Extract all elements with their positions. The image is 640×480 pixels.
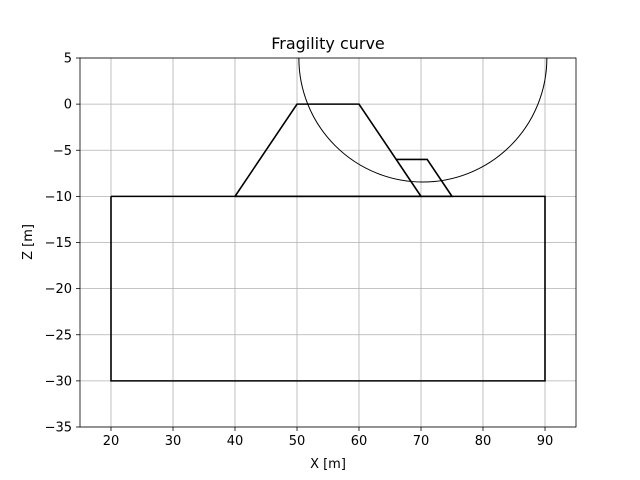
y-tick-label: −15 [45, 236, 72, 251]
berm-line [396, 158, 454, 198]
y-tick-label: −10 [45, 190, 72, 205]
y-axis-label: Z [m] [21, 224, 36, 260]
x-tick-label: 80 [475, 434, 492, 449]
chart-title: Fragility curve [271, 34, 385, 53]
x-axis-label: X [m] [310, 457, 346, 472]
slip-circle-line [298, 58, 548, 183]
x-tick-label: 60 [351, 434, 368, 449]
y-tick-label: −20 [45, 282, 72, 297]
series-group [110, 58, 548, 382]
x-tick-label: 20 [103, 434, 120, 449]
dike-line [234, 103, 423, 198]
y-tick-label: −30 [45, 374, 72, 389]
x-tick-label: 70 [413, 434, 430, 449]
y-tick-label: −5 [53, 144, 72, 159]
x-tick-label: 50 [289, 434, 306, 449]
x-tick-label: 40 [227, 434, 244, 449]
y-tick-label: −35 [45, 421, 72, 436]
y-tick-label: −25 [45, 328, 72, 343]
y-tick-label: 5 [64, 52, 72, 67]
x-tick-label: 30 [165, 434, 182, 449]
y-tick-label: 0 [64, 98, 72, 113]
x-tick-label: 90 [537, 434, 554, 449]
